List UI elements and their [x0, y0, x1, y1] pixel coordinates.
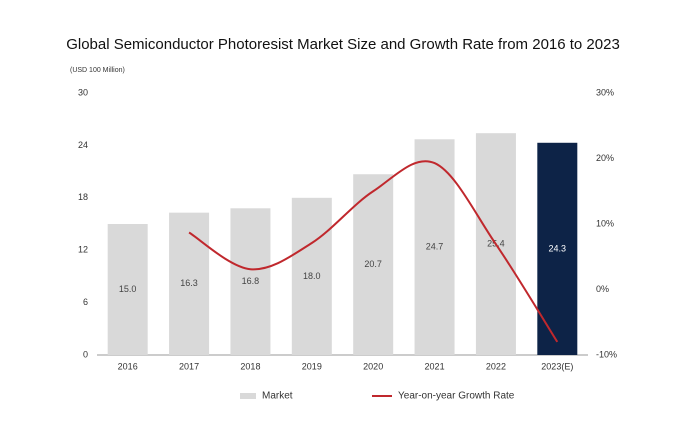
value-label: 18.0	[303, 271, 321, 281]
x-tick-label: 2017	[179, 361, 199, 371]
value-label: 15.0	[119, 284, 137, 294]
value-label: 20.7	[364, 259, 382, 269]
bar	[291, 197, 332, 355]
x-tick-label: 2022	[486, 361, 506, 371]
chart-title: Global Semiconductor Photoresist Market …	[66, 36, 620, 53]
legend-label: Year-on-year Growth Rate	[398, 391, 515, 402]
y2-tick-label: 30%	[596, 87, 614, 97]
growth-line	[188, 160, 559, 343]
value-label: 24.3	[549, 243, 567, 253]
bar	[107, 224, 148, 355]
legend-swatch	[240, 393, 256, 399]
bar	[353, 174, 394, 355]
value-label: 24.7	[426, 242, 444, 252]
y-axis-label: (USD 100 Million)	[70, 67, 125, 74]
x-tick-label: 2019	[302, 361, 322, 371]
y-tick-label: 12	[78, 245, 88, 255]
y-tick-label: 24	[78, 140, 88, 150]
value-label: 16.8	[242, 276, 260, 286]
y-tick-label: 0	[83, 349, 88, 359]
y2-tick-label: -10%	[596, 349, 617, 359]
bar	[230, 208, 271, 355]
bar	[414, 139, 455, 355]
x-tick-label: 2021	[425, 361, 445, 371]
y-tick-label: 18	[78, 192, 88, 202]
x-tick-label: 2020	[363, 361, 383, 371]
y2-tick-label: 0%	[596, 284, 609, 294]
y-tick-label: 6	[83, 297, 88, 307]
value-label: 16.3	[180, 278, 198, 288]
bar	[169, 212, 210, 355]
x-tick-label: 2016	[118, 361, 138, 371]
y-tick-label: 30	[78, 87, 88, 97]
y2-tick-label: 10%	[596, 218, 614, 228]
legend-label: Market	[262, 391, 293, 402]
y2-tick-label: 20%	[596, 153, 614, 163]
x-tick-label: 2018	[240, 361, 260, 371]
x-tick-label: 2023(E)	[541, 361, 573, 371]
